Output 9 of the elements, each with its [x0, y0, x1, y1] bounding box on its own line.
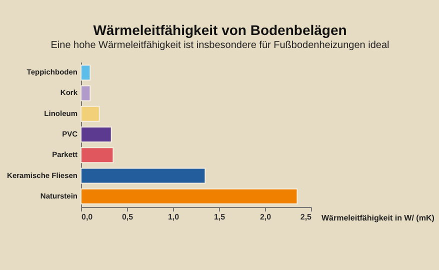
- x-tick-label: 0,5: [122, 212, 134, 222]
- x-tick-label: 2,5: [300, 212, 312, 222]
- x-tick-label: 2,0: [260, 212, 272, 222]
- x-tick-label: 0,0: [82, 212, 94, 222]
- x-tick-label: 1,0: [168, 212, 180, 222]
- x-tick-label: 1,5: [214, 212, 226, 222]
- chart-title: Wärmeleitfähigkeit von Bodenbelägen: [93, 22, 347, 38]
- x-axis-title: Wärmeleitfähigkeit in W/ (mK): [322, 214, 435, 222]
- chart-subtitle: Eine hohe Wärmeleitfähigkeit ist insbesondere für Fußbodenheizungen ideal: [50, 40, 390, 51]
